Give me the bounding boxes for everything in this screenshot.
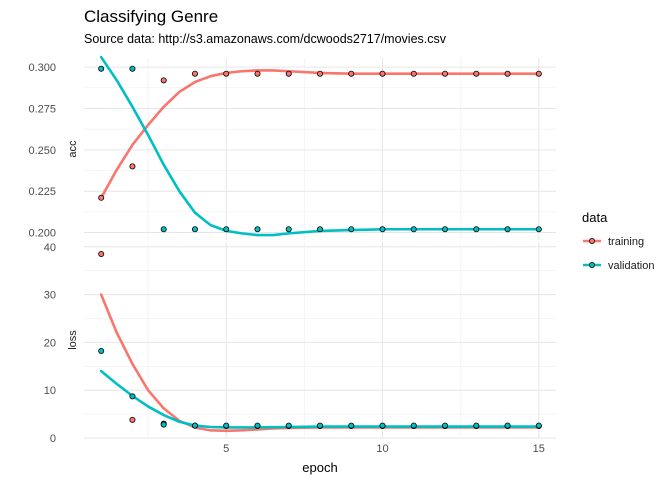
y-tick-label: 0.300 [28, 62, 56, 74]
data-point-validation [348, 226, 355, 233]
data-point-training [285, 70, 292, 77]
data-point-training [316, 70, 323, 77]
data-point-validation [379, 226, 386, 233]
y-tick-label: 0.200 [28, 228, 56, 240]
y-tick-label: 0.225 [28, 186, 56, 198]
data-point-validation [348, 422, 355, 429]
panel-strip-label: loss [67, 330, 79, 350]
data-point-validation [535, 226, 542, 233]
data-point-training [442, 70, 449, 77]
series-line-validation [99, 55, 541, 237]
chart-title: Classifying Genre [84, 7, 218, 26]
data-point-training [379, 70, 386, 77]
data-point-validation [535, 422, 542, 429]
legend: data training validation [582, 210, 654, 272]
panel-acc: 0.200 0.225 0.250 0.275 0.300 acc [28, 55, 556, 240]
data-point-validation [285, 226, 292, 233]
data-point-training [535, 70, 542, 77]
data-point-validation [98, 65, 105, 72]
data-point-validation [442, 422, 449, 429]
data-point-validation [129, 65, 136, 72]
data-point-validation [316, 226, 323, 233]
data-point-validation [129, 393, 136, 400]
data-point-validation [160, 226, 167, 233]
data-point-validation [379, 422, 386, 429]
data-point-validation [191, 422, 198, 429]
data-point-validation [504, 226, 511, 233]
series-line-training [99, 293, 541, 433]
data-point-validation [473, 226, 480, 233]
y-tick-label: 0.250 [28, 145, 56, 157]
data-point-validation [285, 422, 292, 429]
data-point-training [504, 70, 511, 77]
data-point-training [129, 163, 136, 170]
legend-label-validation: validation [608, 260, 654, 272]
data-point-training [98, 194, 105, 201]
y-tick-label: 10 [44, 385, 56, 397]
data-point-validation [160, 421, 167, 428]
data-point-validation [410, 422, 417, 429]
data-point-validation [442, 226, 449, 233]
data-point-validation [504, 422, 511, 429]
data-point-training [254, 70, 261, 77]
data-point-validation [98, 347, 105, 354]
legend-key-point [589, 261, 596, 268]
x-tick-label: 10 [376, 443, 388, 455]
data-point-training [473, 70, 480, 77]
data-point-validation [254, 226, 261, 233]
x-axis-title: epoch [302, 460, 337, 475]
panel-strip-label: acc [67, 140, 79, 158]
data-point-training [98, 250, 105, 257]
legend-title: data [582, 210, 608, 225]
y-tick-label: 0.275 [28, 103, 56, 115]
panel-loss: 0 10 20 30 40 loss [44, 242, 556, 445]
data-point-validation [410, 226, 417, 233]
series-line-validation [99, 369, 541, 429]
data-point-validation [191, 226, 198, 233]
y-tick-label: 40 [44, 242, 56, 254]
y-tick-label: 30 [44, 290, 56, 302]
data-point-training [191, 70, 198, 77]
x-tick-label: 5 [223, 443, 229, 455]
x-tick-label: 15 [533, 443, 545, 455]
y-tick-label: 20 [44, 337, 56, 349]
data-point-training [160, 77, 167, 84]
legend-label-training: training [608, 236, 644, 248]
chart-subtitle: Source data: http://s3.amazonaws.com/dcw… [84, 32, 447, 46]
series-line-training [99, 69, 541, 200]
legend-key-point [589, 237, 596, 244]
data-point-validation [223, 422, 230, 429]
data-point-training [410, 70, 417, 77]
data-point-training [129, 416, 136, 423]
data-point-validation [316, 422, 323, 429]
x-axis-ticks: 5 10 15 [223, 443, 545, 455]
data-point-validation [254, 422, 261, 429]
data-point-training [223, 70, 230, 77]
data-point-validation [223, 226, 230, 233]
data-point-validation [473, 422, 480, 429]
data-point-training [348, 70, 355, 77]
y-tick-label: 0 [50, 433, 56, 445]
